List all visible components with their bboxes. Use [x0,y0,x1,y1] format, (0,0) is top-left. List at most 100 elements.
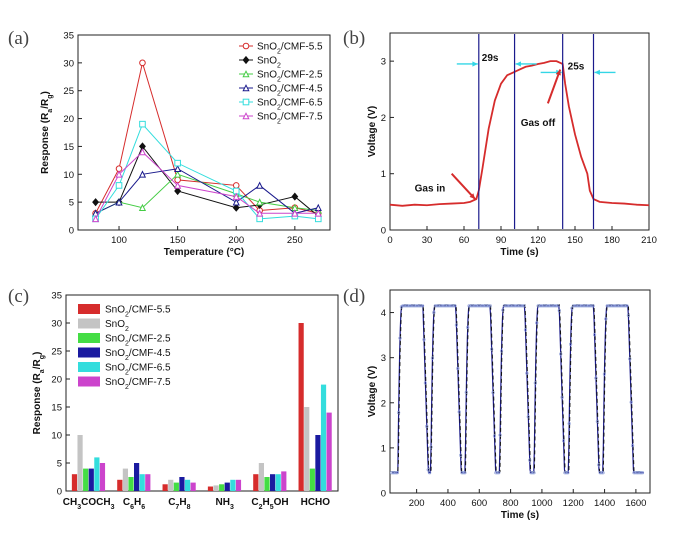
panel-c-legend-swatch-0 [78,304,100,314]
panel-a-point-5-5 [256,209,264,217]
panel-b-y-axis-title: Voltage (V) [367,106,378,157]
panel-d-marker-52 [463,471,467,475]
panel-a-point-2-3 [174,170,182,178]
panel-c-legend-label-4: SnO2/CMF-6.5 [105,363,171,377]
panel-d-marker-166 [623,304,628,308]
panel-d-marker-69 [487,304,491,308]
panel-c-legend-swatch-3 [78,347,100,358]
panel-a-series-line-5 [95,151,319,220]
panel-a-series-line-4 [95,123,319,220]
panel-a-point-5-7 [314,209,322,217]
panel-d-marker-5 [397,411,401,415]
panel-c-category-label-2: C7H8 [168,497,190,511]
panel-a-point-4-2 [139,120,146,128]
panel-a-point-1-4 [232,203,240,212]
panel-d-marker-72 [491,390,495,395]
panel-d-marker-142 [590,304,594,308]
panel-d-marker-145 [594,376,598,380]
panel-c-legend-label-5: SnO2/CMF-7.5 [105,377,171,391]
panel-b-x-tick-label: 210 [641,235,657,246]
panel-d-marker-146 [595,419,599,424]
panel-c-legend-swatch-5 [78,376,100,387]
panel-a-point-5-0 [91,214,100,223]
panel-a-y-tick-label: 20 [63,114,74,125]
panel-d-marker-22 [420,304,425,308]
panel-c-category-label-5: HCHO [301,497,331,508]
panel-d-marker-77 [498,433,502,437]
panel-a-point-0-2 [139,59,146,67]
panel-c-bar-2-5 [190,482,196,491]
panel-b-y-tick-label: 1 [381,169,386,180]
panel-d-marker-53 [464,390,468,394]
panel-d-marker-126 [567,421,571,426]
panel-c-legend-label-0: SnO2/CMF-5.5 [105,305,171,319]
panel-c-bar-4-4 [275,474,281,491]
panel-d-marker-170 [629,400,633,404]
panel-a-y-axis-title: Response (Ra/Rg) [40,91,54,174]
panel-c-bar-5-2 [309,468,315,491]
panel-d-marker-152 [604,317,608,321]
panel-d-series-dashed [391,304,644,473]
panel-a-legend-marker-5 [242,112,250,120]
panel-c-bar-1-4 [139,474,145,491]
panel-a-point-3-3 [174,164,182,173]
panel-c-category-label-3: NH3 [215,497,233,511]
panel-b-annotation-gas-in: Gas in [415,184,446,195]
panel-d-y-tick-label: 4 [381,308,386,319]
panel-a-series-line-1 [95,145,319,217]
panel-a-x-tick-label: 100 [111,235,127,246]
panel-b-x-tick-label: 60 [459,235,470,246]
panel-d-marker-127 [568,342,573,346]
panel-a-legend-marker-4 [242,98,250,106]
panel-a: (a) 0 5 10 15 20 25 30 35 100 150 200 250 Temperature… [8,28,331,258]
panel-b-arrow-gas-off-shaft [546,69,562,104]
panel-a-y-tick-label: 35 [63,31,74,42]
panel-c-y-tick-label: 20 [51,375,62,386]
panel-d-marker-103 [535,321,539,325]
panel-d-marker-93 [521,304,525,308]
panel-d-marker-26 [426,468,430,472]
panel-a-point-2-2 [138,203,147,212]
panel-a-point-5-6 [291,209,299,217]
panel-d-marker-168 [626,313,630,318]
panel-c: (c) 0 5 10 15 20 25 30 35 Response (Ra/Rg) CH3COCH… [8,286,339,511]
panel-d-marker-118 [556,304,560,308]
panel-a-x-tick-label: 150 [170,235,186,246]
panel-a-legend-label-1: SnO2 [257,56,281,70]
panel-d-marker-46 [454,323,459,327]
panel-d-marker-28 [429,445,433,449]
panel-c-y-tick-label: 15 [51,403,62,414]
panel-a-legend-label-0: SnO2/CMF-5.5 [257,42,323,56]
panel-d-x-tick-label: 1400 [594,498,615,509]
panel-c-legend-swatch-1 [78,318,100,329]
panel-c-bar-3-2 [219,484,225,491]
panel-d-marker-29 [430,356,435,360]
panel-d-marker-117 [554,304,559,308]
panel-a-x-tick-label: 200 [228,235,244,246]
panel-b-arrow-gas-in-head [469,193,476,200]
panel-d-marker-143 [591,304,595,308]
panel-c-legend-label-2: SnO2/CMF-2.5 [105,334,171,348]
panel-c-bar-5-5 [326,412,332,491]
panel-a-point-3-2 [138,170,147,178]
panel-d-marker-48 [457,410,461,414]
panel-d-marker-78 [499,349,504,353]
panel-d-marker-21 [419,304,423,308]
panel-c-y-tick-label: 0 [57,487,62,498]
panel-c-bar-0-1 [77,435,83,491]
panel-c-bar-2-2 [173,482,179,491]
panel-d-marker-171 [631,444,635,448]
panel-c-bar-4-3 [270,474,276,491]
panel-d-marker-178 [640,471,645,475]
panel-c-y-tick-label: 5 [57,459,62,470]
panel-c-bar-4-2 [264,477,270,491]
panel-b-arrow-gas-in-shaft [450,173,476,200]
panel-a-legend-label-2: SnO2/CMF-2.5 [257,70,323,84]
panel-c-bar-3-4 [230,479,236,491]
panel-d-marker-125 [566,471,570,475]
panel-d-marker-3 [394,471,398,475]
panel-a-point-1-0 [92,198,100,207]
panel-c-bar-2-1 [168,479,174,491]
panel-d-marker-70 [488,304,492,308]
panel-c-label: (c) [8,286,29,307]
